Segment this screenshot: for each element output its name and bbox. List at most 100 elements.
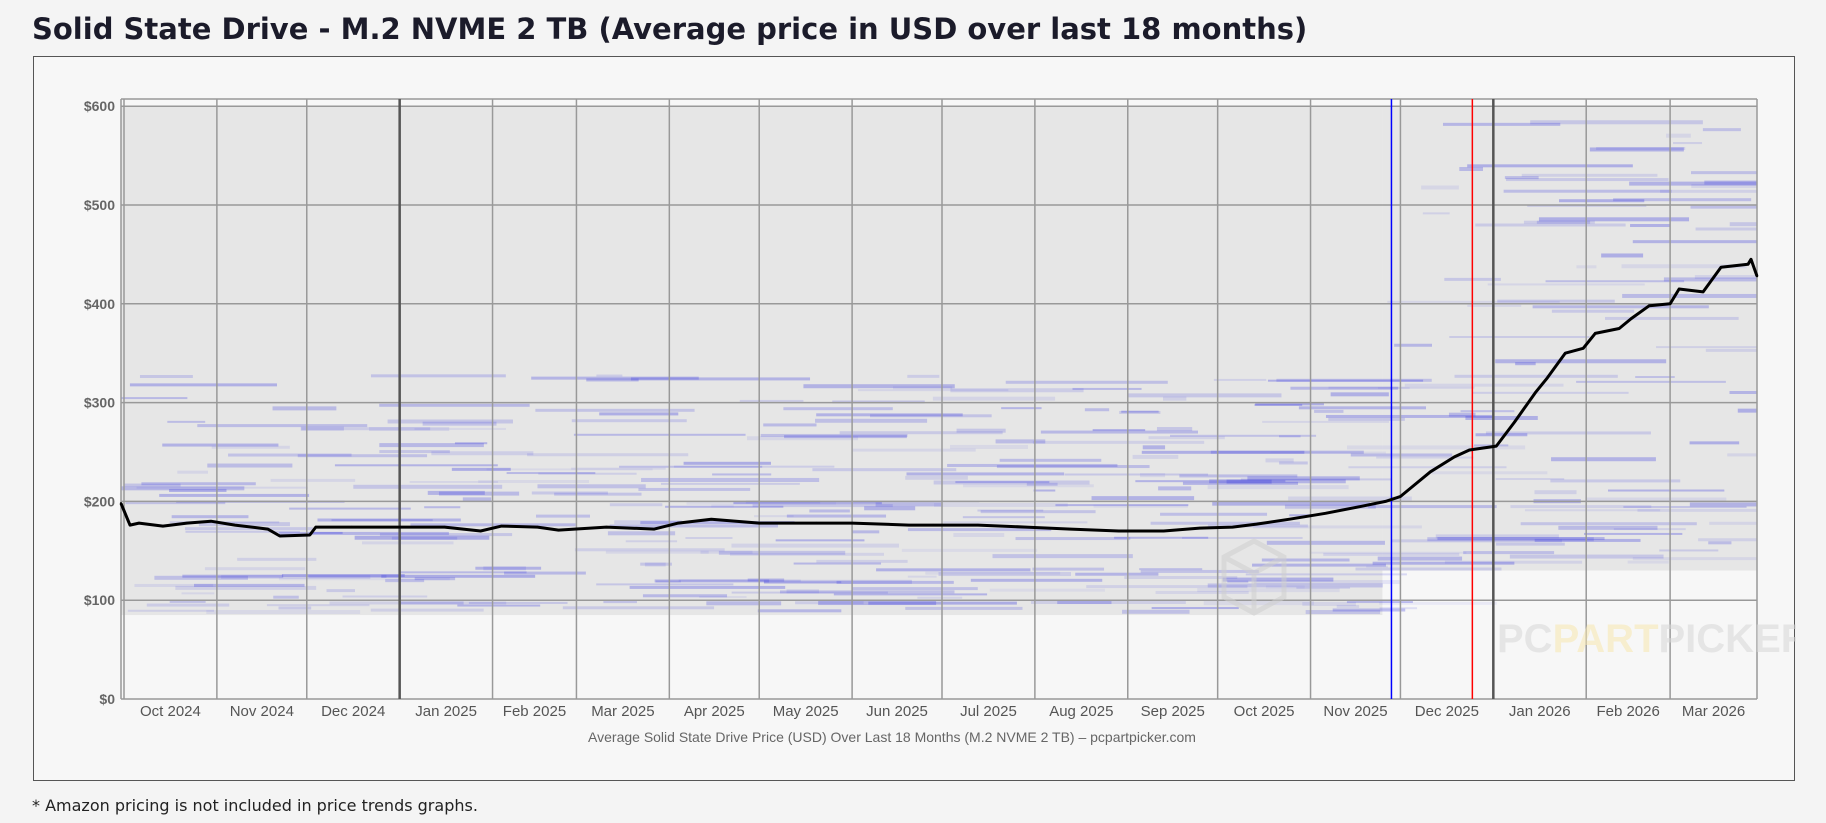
price-listing-line bbox=[1510, 505, 1652, 509]
price-listing-line bbox=[1158, 486, 1192, 491]
price-chart: PCPARTPICKER $0 $100 $200 $300 $400 $500 $600 … bbox=[33, 56, 1796, 781]
price-listing-line bbox=[1140, 569, 1259, 573]
price-listing-line bbox=[1298, 406, 1427, 410]
price-listing-line bbox=[177, 470, 209, 474]
price-listing-line bbox=[803, 384, 955, 389]
price-listing-line bbox=[1589, 147, 1684, 152]
price-listing-line bbox=[757, 609, 842, 613]
price-listing-line bbox=[1197, 588, 1340, 593]
price-listing-line bbox=[123, 483, 181, 487]
price-listing-line bbox=[950, 388, 1084, 393]
price-listing-line bbox=[1630, 224, 1670, 228]
price-listing-line bbox=[1689, 441, 1740, 445]
price-listing-line bbox=[1261, 558, 1350, 562]
price-listing-line bbox=[270, 478, 356, 482]
data-point bbox=[209, 519, 213, 523]
price-listing-line bbox=[562, 606, 715, 610]
price-listing-line bbox=[905, 606, 1023, 610]
data-point bbox=[137, 521, 141, 525]
price-listing-line bbox=[718, 550, 846, 555]
price-listing-line bbox=[1213, 378, 1267, 381]
price-listing-line bbox=[1472, 391, 1629, 394]
price-listing-line bbox=[1245, 573, 1407, 576]
price-listing-line bbox=[1142, 445, 1166, 450]
price-listing-line bbox=[731, 591, 888, 594]
price-listing-line bbox=[211, 445, 290, 449]
price-listing-line bbox=[1550, 479, 1681, 483]
data-point bbox=[931, 523, 935, 527]
x-tick-label: Oct 2025 bbox=[1234, 703, 1295, 720]
price-listing-line bbox=[266, 604, 370, 607]
data-point bbox=[1024, 525, 1028, 529]
price-listing-line bbox=[1637, 508, 1757, 512]
price-listing-line bbox=[947, 463, 1118, 467]
price-listing-line bbox=[451, 467, 511, 471]
price-listing-line bbox=[700, 550, 753, 554]
data-point bbox=[557, 528, 560, 532]
price-listing-line bbox=[1465, 415, 1538, 420]
x-tick-label: Feb 2026 bbox=[1596, 703, 1659, 720]
price-listing-line bbox=[1156, 427, 1193, 432]
price-listing-line bbox=[1584, 532, 1683, 535]
data-point bbox=[278, 534, 282, 538]
price-listing-line bbox=[1632, 557, 1757, 561]
price-listing-line bbox=[1368, 505, 1497, 509]
price-listing-line bbox=[1704, 180, 1757, 185]
price-listing-line bbox=[640, 562, 672, 566]
price-listing-line bbox=[1379, 607, 1418, 610]
price-listing-line bbox=[1495, 477, 1565, 480]
price-listing-line bbox=[1372, 561, 1515, 565]
price-listing-line bbox=[1226, 479, 1272, 484]
price-listing-line bbox=[554, 492, 642, 496]
price-listing-line bbox=[607, 531, 676, 536]
data-point bbox=[1513, 421, 1516, 424]
price-listing-line bbox=[784, 435, 907, 439]
data-point bbox=[1564, 352, 1567, 355]
data-point bbox=[1749, 258, 1753, 261]
price-listing-line bbox=[159, 493, 310, 497]
price-listing-line bbox=[1135, 480, 1286, 483]
price-listing-line bbox=[1276, 378, 1432, 382]
price-listing-line bbox=[763, 579, 912, 584]
price-listing-line bbox=[1524, 509, 1661, 512]
price-listing-line bbox=[1057, 601, 1112, 605]
data-point bbox=[1255, 522, 1258, 526]
price-listing-line bbox=[1140, 473, 1166, 478]
data-point bbox=[1468, 448, 1471, 452]
price-listing-line bbox=[1391, 539, 1562, 543]
price-listing-line bbox=[369, 426, 450, 431]
data-point bbox=[1495, 444, 1498, 448]
price-listing-line bbox=[278, 606, 312, 610]
price-listing-line bbox=[1632, 240, 1757, 244]
price-listing-line bbox=[379, 443, 484, 448]
price-listing-line bbox=[506, 472, 596, 475]
price-listing-line bbox=[1279, 461, 1308, 465]
data-point bbox=[1231, 525, 1234, 529]
x-tick-label: Nov 2025 bbox=[1323, 703, 1387, 720]
price-listing-line bbox=[836, 580, 954, 584]
price-listing-line bbox=[1536, 220, 1591, 224]
price-listing-line bbox=[876, 568, 1031, 572]
price-listing-line bbox=[955, 481, 1050, 484]
data-point bbox=[1546, 376, 1549, 380]
price-listing-line bbox=[686, 501, 836, 505]
price-listing-line bbox=[609, 524, 778, 528]
price-listing-line bbox=[1209, 479, 1346, 484]
price-listing-line bbox=[1121, 410, 1159, 413]
data-point bbox=[479, 529, 482, 533]
price-listing-line bbox=[1576, 380, 1726, 383]
price-listing-line bbox=[326, 589, 355, 593]
price-listing-line bbox=[699, 595, 747, 598]
price-listing-line bbox=[851, 530, 880, 534]
price-listing-line bbox=[329, 601, 507, 605]
y-tick-label: $600 bbox=[84, 98, 115, 114]
price-listing-line bbox=[1521, 173, 1658, 177]
price-listing-line bbox=[1689, 502, 1757, 507]
price-listing-line bbox=[273, 595, 299, 599]
price-listing-line bbox=[483, 566, 526, 571]
price-listing-line bbox=[1708, 541, 1732, 545]
price-listing-line bbox=[905, 475, 968, 480]
price-listing-line bbox=[531, 376, 699, 380]
data-point bbox=[1593, 332, 1597, 335]
price-listing-line bbox=[281, 574, 405, 578]
